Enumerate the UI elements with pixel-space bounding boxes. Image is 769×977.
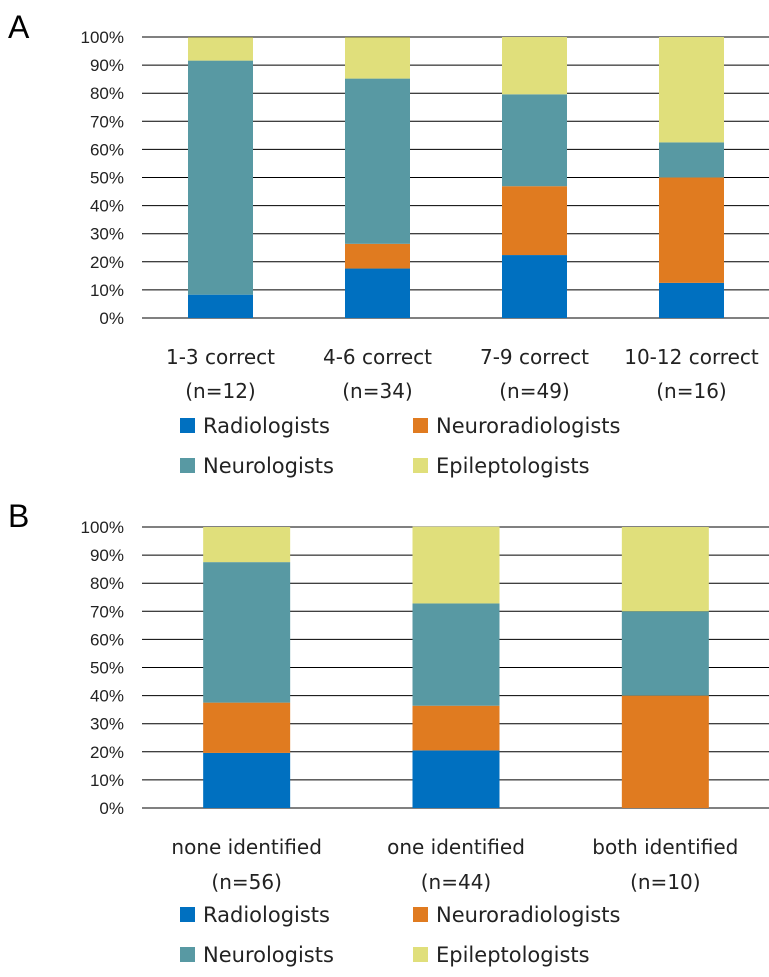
bar-segment-epileptologists bbox=[502, 37, 567, 95]
bar-segment-neuroradiologists bbox=[502, 186, 567, 256]
y-tick-label: 0% bbox=[99, 309, 124, 328]
bar-segment-neuroradiologists bbox=[203, 702, 291, 753]
x-category-count: (n=49) bbox=[499, 379, 570, 403]
y-tick-label: 40% bbox=[90, 197, 124, 216]
bar-segment-epileptologists bbox=[412, 526, 500, 604]
y-tick-label: 70% bbox=[90, 602, 124, 621]
bar-segment-neuroradiologists bbox=[621, 695, 709, 808]
x-category-count: (n=16) bbox=[656, 379, 727, 403]
x-category-count: (n=12) bbox=[185, 379, 256, 403]
legend-swatch-radiologists bbox=[180, 418, 195, 433]
bar-segment-neurologists bbox=[502, 94, 567, 187]
legend-label-neurologists: Neurologists bbox=[203, 943, 334, 967]
legend-label-neuroradiologists: Neuroradiologists bbox=[436, 903, 620, 927]
bar-segment-neurologists bbox=[621, 611, 709, 696]
chart-panel-b: B 0% 10% 20% 30% 40% 50% 60% 70% 80% 90% 100% none i… bbox=[8, 498, 769, 967]
y-tick-label: 70% bbox=[90, 112, 124, 131]
legend-label-epileptologists: Epileptologists bbox=[436, 454, 590, 478]
bar-segment-epileptologists bbox=[188, 37, 253, 61]
bar-segment-epileptologists bbox=[203, 527, 291, 563]
y-tick-label: 20% bbox=[90, 743, 124, 762]
bar-segment-radiologists bbox=[345, 268, 410, 318]
bar-segment-neuroradiologists bbox=[345, 243, 410, 269]
bar-segment-radiologists bbox=[412, 750, 500, 808]
y-tick-label: 0% bbox=[99, 799, 124, 818]
y-tick-label: 90% bbox=[90, 546, 124, 565]
legend-label-radiologists: Radiologists bbox=[203, 903, 330, 927]
legend-swatch-radiologists bbox=[180, 907, 195, 922]
bar-segment-neurologists bbox=[412, 603, 500, 706]
x-category-label: 1-3 correct bbox=[166, 345, 275, 369]
chart-panel-a: A 0% 10% 20% 30% 40% 50% 60% 70% 80% 90% 100% 1-3 co… bbox=[8, 9, 769, 478]
bar-segment-neurologists bbox=[188, 60, 253, 295]
y-tick-label: 60% bbox=[90, 140, 124, 159]
bar-segment-radiologists bbox=[502, 255, 567, 318]
bar-segment-neuroradiologists bbox=[659, 177, 724, 283]
x-category-label: 4-6 correct bbox=[323, 345, 432, 369]
legend-label-radiologists: Radiologists bbox=[203, 414, 330, 438]
y-tick-label: 90% bbox=[90, 56, 124, 75]
y-tick-label: 80% bbox=[90, 574, 124, 593]
legend-label-neuroradiologists: Neuroradiologists bbox=[436, 414, 620, 438]
bar-segment-neurologists bbox=[203, 562, 291, 703]
y-tick-label: 100% bbox=[81, 28, 124, 47]
bar-segment-neurologists bbox=[659, 142, 724, 178]
legend-swatch-epileptologists bbox=[413, 947, 428, 962]
y-tick-label: 80% bbox=[90, 84, 124, 103]
bar-segment-epileptologists bbox=[621, 527, 709, 612]
panel-label-a: A bbox=[8, 9, 30, 45]
panel-label-b: B bbox=[8, 498, 29, 534]
x-category-count: (n=10) bbox=[630, 870, 701, 894]
legend-label-neurologists: Neurologists bbox=[203, 454, 334, 478]
x-category-label: none identified bbox=[171, 835, 321, 859]
bar-segment-radiologists bbox=[203, 752, 291, 808]
y-tick-label: 40% bbox=[90, 687, 124, 706]
x-category-label: 7-9 correct bbox=[480, 345, 589, 369]
x-category-label: both identified bbox=[592, 835, 738, 859]
bar-segment-epileptologists bbox=[345, 37, 410, 79]
legend-swatch-neurologists bbox=[180, 947, 195, 962]
x-category-label: one identified bbox=[387, 835, 525, 859]
legend-label-epileptologists: Epileptologists bbox=[436, 943, 590, 967]
legend-swatch-neurologists bbox=[180, 458, 195, 473]
bar-segment-neuroradiologists bbox=[412, 705, 500, 751]
y-tick-label: 100% bbox=[81, 518, 124, 537]
y-tick-label: 20% bbox=[90, 253, 124, 272]
x-category-count: (n=34) bbox=[342, 379, 413, 403]
legend-swatch-neuroradiologists bbox=[413, 907, 428, 922]
x-category-count: (n=44) bbox=[421, 870, 492, 894]
y-tick-label: 10% bbox=[90, 281, 124, 300]
y-tick-label: 60% bbox=[90, 630, 124, 649]
y-tick-label: 50% bbox=[90, 169, 124, 188]
bar-segment-radiologists bbox=[659, 282, 724, 318]
y-tick-label: 30% bbox=[90, 225, 124, 244]
y-tick-label: 10% bbox=[90, 771, 124, 790]
bar-segment-radiologists bbox=[188, 294, 253, 318]
bar-segment-epileptologists bbox=[659, 37, 724, 143]
y-tick-label: 50% bbox=[90, 659, 124, 678]
legend-swatch-epileptologists bbox=[413, 458, 428, 473]
bar-segment-neurologists bbox=[345, 78, 410, 244]
x-category-count: (n=56) bbox=[211, 870, 282, 894]
legend-swatch-neuroradiologists bbox=[413, 418, 428, 433]
x-category-label: 10-12 correct bbox=[624, 345, 759, 369]
y-tick-label: 30% bbox=[90, 715, 124, 734]
